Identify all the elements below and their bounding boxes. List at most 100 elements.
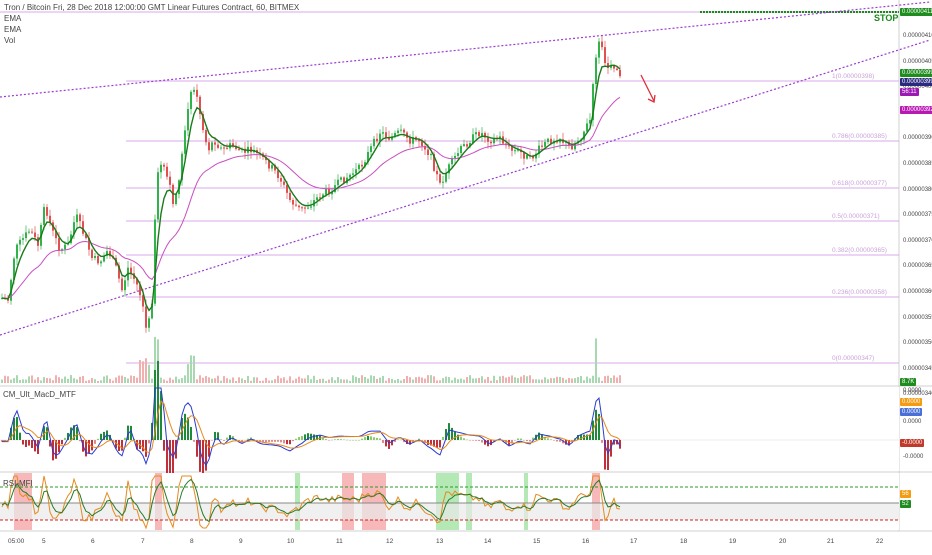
candle-body [442, 181, 444, 183]
macd-hist-bar [193, 440, 195, 442]
macd-hist-bar [454, 431, 456, 440]
candle-body [94, 256, 96, 258]
macd-hist-bar [616, 440, 618, 445]
macd-hist-bar [367, 435, 369, 440]
candle-body [613, 65, 615, 69]
candle-body [199, 96, 201, 115]
volume-bar [289, 376, 291, 383]
candle-body [433, 154, 435, 171]
macd-hist-bar [16, 417, 18, 440]
macd-hist-bar [442, 436, 444, 440]
volume-bar [271, 380, 273, 383]
candle-body [34, 232, 36, 238]
volume-bar [547, 379, 549, 383]
candle-body [79, 214, 81, 222]
volume-bar [334, 380, 336, 383]
volume-bar [193, 355, 195, 383]
chart-title[interactable]: Tron / Bitcoin Fri, 28 Dec 2018 12:00:00… [4, 3, 300, 12]
volume-bar [364, 376, 366, 383]
candle-body [109, 251, 111, 257]
volume-bar [49, 378, 51, 383]
candle-body [547, 138, 549, 142]
candle-body [475, 132, 477, 135]
fib-level-label: 0.5(0.00000371) [832, 213, 880, 220]
candle-body [43, 207, 45, 225]
fib-level-label: 1(0.00000398) [832, 73, 875, 80]
indicator-vol[interactable]: Vol [4, 36, 16, 45]
indicator-ema-2[interactable]: EMA [4, 25, 22, 34]
candle-body [343, 177, 345, 184]
fib-retracement[interactable] [126, 80, 899, 364]
candle-body [574, 143, 576, 150]
volume-bar [433, 376, 435, 383]
candle-body [484, 132, 486, 138]
macd-hist-bar [91, 440, 93, 451]
indicator-ema-1[interactable]: EMA [4, 14, 22, 23]
volume-bar [559, 376, 561, 383]
candle-body [100, 261, 102, 264]
candle-body [358, 164, 360, 170]
volume-bar [610, 377, 612, 383]
stop-label: STOP [874, 13, 899, 23]
volume-bar [115, 377, 117, 383]
candle-body [319, 197, 321, 199]
macd-hist-bar [484, 440, 486, 445]
volume-bar [127, 378, 129, 383]
macd-hist-bar [331, 439, 333, 441]
candle-body [340, 177, 342, 180]
macd-hist-bar [511, 440, 513, 443]
volume-bar [241, 378, 243, 383]
candle-body [427, 149, 429, 155]
volume-bar [4, 375, 6, 383]
ema-slow-line[interactable] [1, 96, 621, 299]
macd-hist-bar [433, 440, 435, 447]
volume-bar [28, 376, 30, 383]
time-axis-label: 13 [436, 538, 444, 545]
candle-body [286, 184, 288, 193]
candle-body [184, 130, 186, 154]
volume-bar [73, 378, 75, 383]
rsi-band [466, 473, 472, 530]
rsi-title[interactable]: RSI-MFI [3, 479, 33, 488]
time-axis-label: 12 [386, 538, 394, 545]
macd-hist-bar [361, 438, 363, 440]
price-badge: 0.00000392 [900, 106, 932, 114]
candle-body [271, 165, 273, 169]
macd-hist-bar [439, 440, 441, 448]
volume-bar [478, 377, 480, 383]
candle-body [391, 136, 393, 140]
volume-bar [382, 375, 384, 383]
price-badge: 0.00000399 [900, 78, 932, 86]
candle-body [196, 89, 198, 97]
macd-hist-bar [265, 440, 267, 443]
candlesticks[interactable] [1, 36, 621, 333]
volume-bar [283, 377, 285, 383]
macd-hist-bar [403, 440, 405, 443]
macd-hist-bar [520, 438, 522, 440]
candle-body [142, 295, 144, 307]
volume-bar [103, 376, 105, 383]
volume-bar [490, 380, 492, 383]
candle-body [193, 89, 195, 92]
fib-level-label: 0.236(0.00000358) [832, 289, 887, 296]
volume-bar [340, 379, 342, 383]
volume-bar [574, 378, 576, 383]
down-arrow-annotation[interactable] [640, 74, 656, 103]
volume-bar [388, 378, 390, 383]
candle-body [22, 238, 24, 240]
volume-bar [430, 375, 432, 383]
lower-trendline[interactable] [0, 39, 931, 336]
candle-body [595, 57, 597, 85]
ema-fast-line[interactable] [1, 64, 621, 312]
candle-body [439, 174, 441, 183]
volume-bar [493, 375, 495, 383]
volume-bar [229, 379, 231, 383]
macd-hist-bar [352, 439, 354, 441]
macd-hist-bar [346, 439, 348, 441]
macd-hist-bar [190, 426, 192, 440]
candle-body [226, 147, 228, 149]
volume-bar [94, 379, 96, 383]
macd-title[interactable]: CM_Ult_MacD_MTF [3, 390, 76, 399]
